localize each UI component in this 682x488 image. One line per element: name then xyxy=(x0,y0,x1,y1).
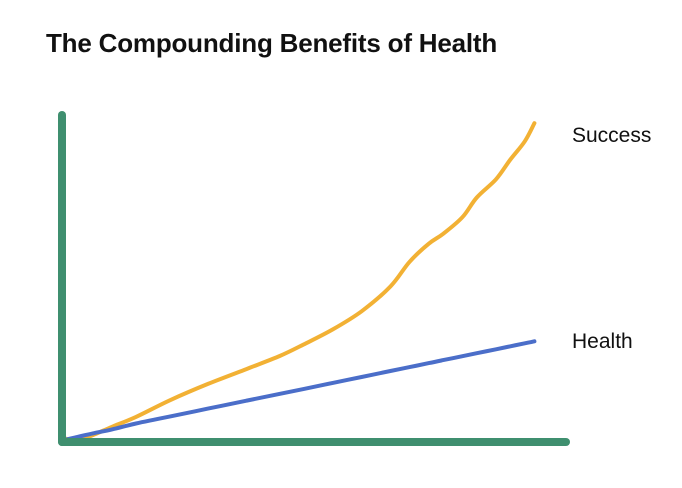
series-label-health: Health xyxy=(572,330,633,353)
series-lines xyxy=(62,121,537,443)
chart-title: The Compounding Benefits of Health xyxy=(46,28,498,58)
series-label-success: Success xyxy=(572,124,651,147)
series-line-health xyxy=(62,339,537,442)
series-line-success xyxy=(62,121,537,443)
